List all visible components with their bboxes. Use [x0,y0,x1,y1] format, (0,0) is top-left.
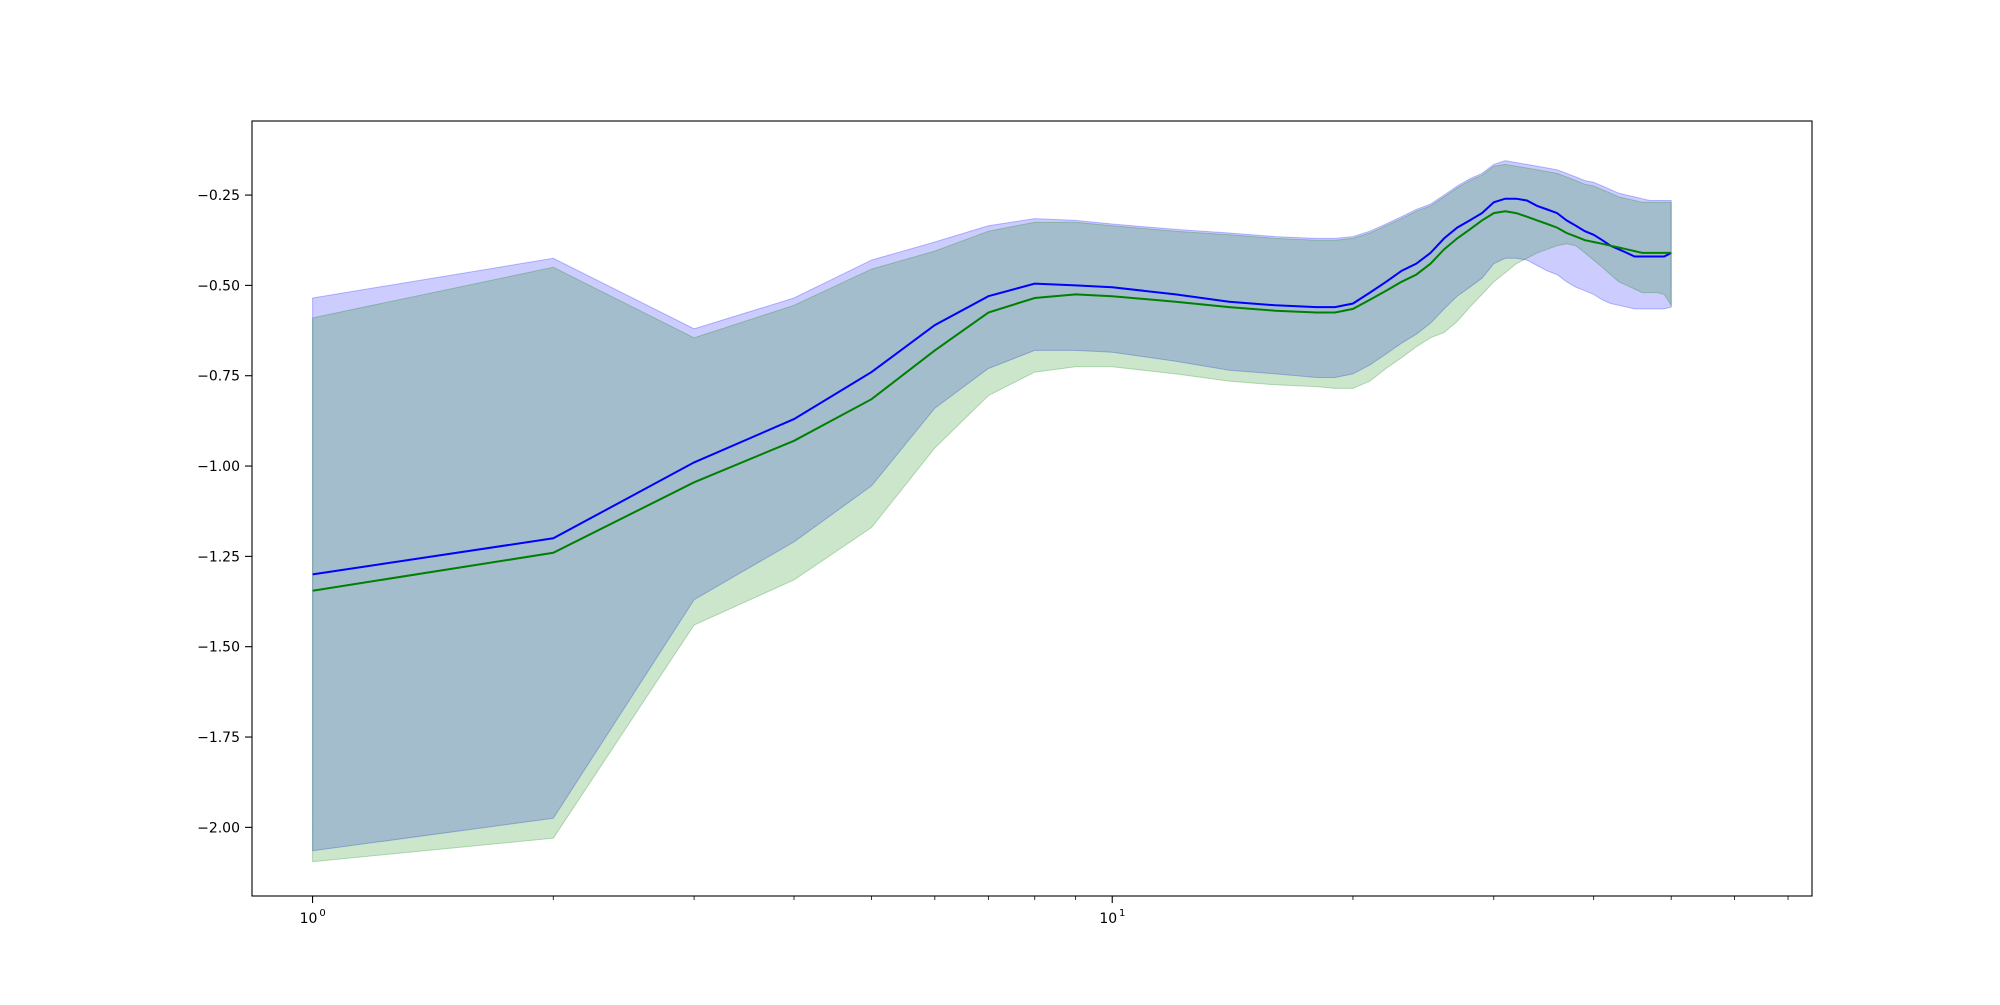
x-tick-label: 10 [1099,911,1117,927]
series-line-1 [312,210,1672,592]
y-axis-ticks: −0.25 −0.50 −0.75 −1.00 −1.25 −1.50 −1.75 −2.00 [197,188,252,836]
confidence-bands [312,160,1672,863]
confidence-band-0 [312,160,1672,852]
confidence-band-1 [312,163,1672,863]
y-tick-label: −0.50 [197,278,240,294]
x-tick-label-exponent: 0 [319,908,325,919]
y-tick-label: −0.75 [197,369,240,385]
x-tick-label-exponent: 1 [1119,908,1125,919]
x-axis-ticks: 10 0 10 1 [300,896,1789,927]
x-tick-label: 10 [300,911,318,927]
plot-frame [251,120,1813,897]
y-tick-label: −1.75 [197,730,240,746]
y-tick-label: −0.25 [197,188,240,204]
y-tick-label: −1.50 [197,640,240,656]
y-tick-label: −1.00 [197,459,240,475]
series-lines [312,197,1672,592]
y-tick-label: −1.25 [197,549,240,565]
y-tick-label: −2.00 [197,820,240,836]
